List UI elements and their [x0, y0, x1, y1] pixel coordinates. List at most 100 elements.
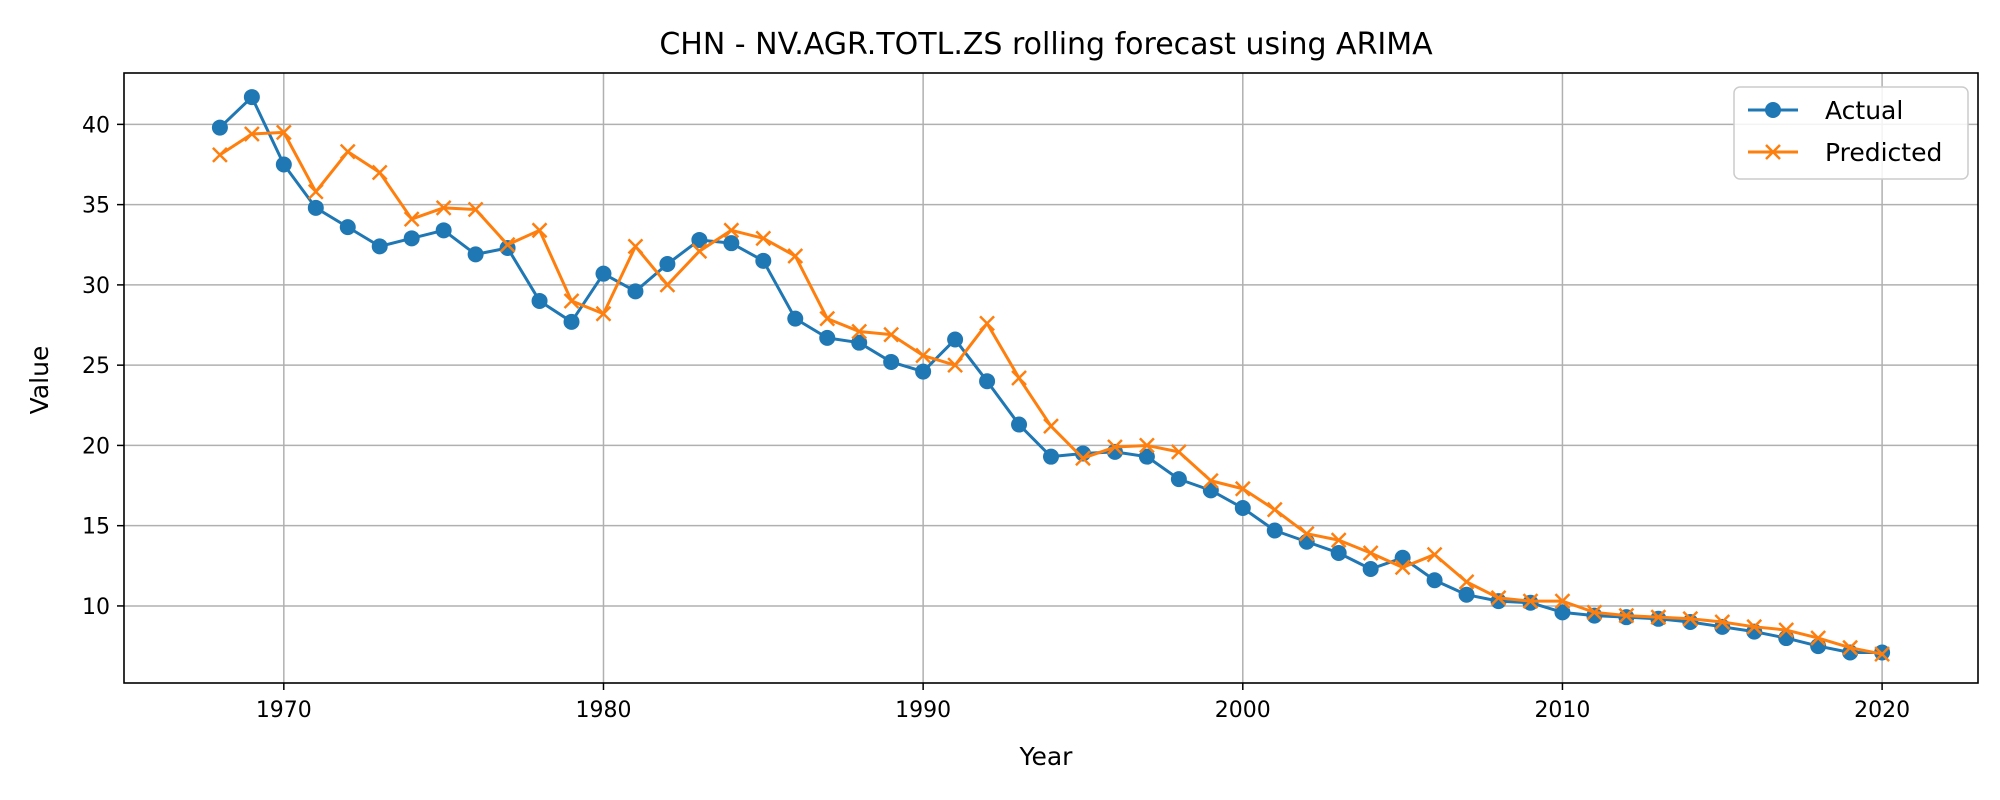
predicted-point	[1810, 630, 1827, 646]
y-tick-label: 10	[82, 595, 110, 620]
predicted-point	[1139, 437, 1155, 454]
actual-point	[563, 313, 580, 330]
actual-point	[1682, 614, 1699, 630]
actual-point	[435, 222, 452, 239]
actual-point	[275, 156, 292, 173]
predicted-point	[1490, 590, 1507, 606]
predicted-point	[659, 277, 676, 293]
predicted-point	[947, 357, 963, 374]
actual-point	[243, 89, 260, 106]
predicted-point	[1778, 622, 1795, 638]
predicted-point	[531, 222, 548, 239]
actual-point	[979, 373, 996, 390]
grid	[124, 73, 1978, 683]
actual-point	[755, 252, 772, 269]
y-tick-label: 40	[82, 113, 110, 138]
actual-point	[851, 334, 868, 351]
predicted-point	[851, 323, 868, 340]
predicted-point	[1714, 614, 1731, 630]
predicted-point	[883, 326, 900, 343]
actual-point	[1043, 448, 1059, 465]
x-tick-label: 2020	[1854, 698, 1910, 723]
predicted-point	[243, 126, 260, 142]
legend-predicted-marker	[1765, 144, 1781, 160]
actual-point	[371, 238, 388, 255]
actual-point	[211, 119, 228, 136]
predicted-point	[1554, 593, 1571, 610]
predicted-point	[1266, 501, 1283, 518]
actual-point	[1426, 572, 1443, 589]
predicted-point	[435, 199, 452, 216]
predicted-point	[339, 143, 356, 160]
actual-point	[883, 353, 900, 370]
predicted-point	[371, 164, 388, 181]
predicted-point	[1650, 609, 1667, 626]
actual-point	[467, 246, 484, 263]
x-tick-label: 1990	[895, 698, 951, 723]
actual-point	[1458, 586, 1475, 603]
predicted-point	[915, 347, 932, 364]
actual-point	[339, 219, 356, 236]
y-tick-label: 35	[82, 194, 110, 219]
actual-point	[659, 256, 676, 273]
predicted-point	[1330, 532, 1347, 549]
plot-frame	[123, 72, 1979, 684]
predicted-point	[691, 243, 708, 260]
x-axis-label: Year	[1019, 742, 1074, 771]
predicted-point	[723, 222, 740, 239]
predicted-point	[1426, 546, 1443, 563]
y-tick-label: 20	[82, 434, 110, 459]
predicted-point	[1011, 370, 1027, 386]
actual-point	[915, 363, 932, 380]
predicted-point	[1682, 610, 1699, 627]
actual-point	[403, 230, 420, 247]
actual-point	[1011, 416, 1028, 433]
actual-point	[723, 235, 740, 252]
series-predicted	[212, 124, 1890, 662]
actual-point	[531, 292, 548, 309]
predicted-point	[403, 211, 420, 227]
actual-point	[1362, 561, 1379, 578]
predicted-point	[1170, 443, 1187, 460]
actual-point	[1170, 471, 1187, 488]
y-tick-label: 25	[82, 354, 110, 379]
predicted-point	[787, 248, 804, 264]
x-tick-label: 1980	[575, 698, 631, 723]
x-tick-label: 1970	[256, 698, 312, 723]
chart-title: CHN - NV.AGR.TOTL.ZS rolling forecast us…	[659, 27, 1433, 62]
actual-point	[787, 310, 804, 327]
actual-point	[1234, 500, 1251, 517]
y-tick-label: 30	[82, 274, 110, 299]
predicted-point	[1202, 472, 1219, 489]
actual-point	[307, 199, 324, 216]
actual-point	[947, 331, 964, 348]
predicted-point	[275, 124, 292, 141]
predicted-point	[307, 183, 324, 200]
predicted-point	[212, 146, 228, 163]
predicted-point	[563, 293, 580, 309]
legend: Actual Predicted	[1733, 86, 1969, 180]
predicted-point	[1842, 639, 1859, 656]
y-tick-label: 15	[82, 515, 110, 540]
legend-actual-marker	[1765, 102, 1781, 118]
predicted-point	[1234, 480, 1251, 497]
predicted-point	[1586, 604, 1603, 621]
actual-point	[1330, 544, 1347, 561]
predicted-point	[1746, 618, 1763, 635]
actual-point	[819, 329, 836, 346]
actual-point	[1138, 448, 1155, 465]
predicted-point	[1362, 545, 1379, 561]
actual-point	[595, 265, 612, 282]
predicted-point	[1458, 573, 1475, 590]
predicted-point	[1522, 593, 1539, 610]
actual-point	[1554, 604, 1571, 621]
predicted-point	[819, 310, 836, 327]
predicted-point	[1075, 450, 1091, 467]
predicted-point	[755, 230, 772, 247]
series-layer	[211, 89, 1891, 662]
y-axis-label: Value	[25, 346, 54, 415]
predicted-point	[627, 238, 644, 255]
actual-point	[627, 283, 644, 300]
predicted-point	[979, 315, 995, 332]
